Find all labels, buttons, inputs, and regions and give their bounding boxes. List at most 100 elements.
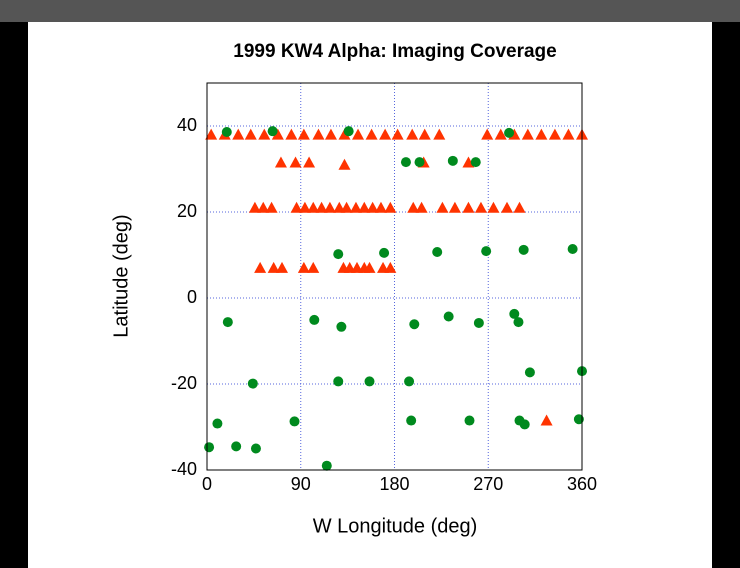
point <box>414 157 425 168</box>
point <box>540 414 553 426</box>
point <box>407 201 420 213</box>
point <box>315 201 328 213</box>
point <box>297 128 310 140</box>
point <box>384 201 397 213</box>
point <box>436 201 449 213</box>
point <box>567 243 578 254</box>
point <box>415 201 428 213</box>
point <box>338 128 351 140</box>
point <box>349 201 362 213</box>
point <box>474 201 487 213</box>
point <box>285 128 298 140</box>
point <box>248 201 261 213</box>
point <box>265 201 278 213</box>
point <box>222 317 233 328</box>
point <box>257 201 270 213</box>
point <box>258 128 271 140</box>
y-tick-label: 20 <box>177 201 197 221</box>
point <box>464 415 475 426</box>
point <box>267 261 280 273</box>
point <box>307 261 320 273</box>
point <box>418 128 431 140</box>
point <box>400 157 411 168</box>
point <box>323 201 336 213</box>
x-tick-label: 0 <box>202 474 212 494</box>
x-tick-label: 360 <box>567 474 597 494</box>
point <box>271 128 284 140</box>
point <box>297 261 310 273</box>
point <box>462 201 475 213</box>
point <box>524 367 535 378</box>
point <box>221 127 232 138</box>
point <box>448 201 461 213</box>
point <box>338 158 351 170</box>
point <box>406 415 417 426</box>
point <box>432 246 443 257</box>
point <box>358 201 371 213</box>
point <box>352 128 365 140</box>
point <box>384 261 397 273</box>
point <box>470 157 481 168</box>
point <box>573 414 584 425</box>
point <box>340 201 353 213</box>
chart-title: 1999 KW4 Alpha: Imaging Coverage <box>233 41 556 62</box>
point <box>513 201 526 213</box>
point <box>443 311 454 322</box>
point <box>509 308 520 319</box>
point <box>204 442 215 453</box>
point <box>267 126 278 137</box>
panel <box>28 22 712 568</box>
point <box>513 317 524 328</box>
point <box>324 128 337 140</box>
point <box>307 201 320 213</box>
point <box>473 317 484 328</box>
point <box>321 460 332 471</box>
point <box>289 416 300 427</box>
point <box>250 443 261 454</box>
point <box>364 376 375 387</box>
y-axis-label: Latitude (deg) <box>110 214 132 337</box>
y-tick-label: 40 <box>177 115 197 135</box>
point <box>379 247 390 258</box>
x-tick-label: 270 <box>473 474 503 494</box>
point <box>333 376 344 387</box>
point <box>231 441 242 452</box>
point <box>312 128 325 140</box>
point <box>276 261 288 273</box>
point <box>562 128 575 140</box>
point <box>521 128 534 140</box>
point <box>481 246 492 257</box>
point <box>333 249 344 260</box>
point <box>303 156 316 168</box>
point <box>232 128 245 140</box>
plot-frame <box>206 82 583 471</box>
point <box>409 319 420 330</box>
point <box>548 128 561 140</box>
point <box>501 201 513 213</box>
top-strip <box>0 0 740 22</box>
point <box>406 128 419 140</box>
y-tick-label: 0 <box>187 287 197 307</box>
point <box>462 156 475 168</box>
point <box>518 244 529 255</box>
point <box>519 419 530 430</box>
point <box>244 128 257 140</box>
point <box>290 201 303 213</box>
point <box>298 201 311 213</box>
point <box>247 378 258 389</box>
point <box>504 127 515 138</box>
point <box>494 128 507 140</box>
point <box>336 321 347 332</box>
point <box>289 156 302 168</box>
point <box>365 128 378 140</box>
point <box>274 156 287 168</box>
point <box>363 261 376 273</box>
point <box>487 201 500 213</box>
point <box>379 128 392 140</box>
point <box>343 126 354 137</box>
point <box>309 314 320 325</box>
marks <box>204 126 588 471</box>
y-tick-label: -20 <box>171 373 197 393</box>
x-tick-label: 180 <box>379 474 409 494</box>
